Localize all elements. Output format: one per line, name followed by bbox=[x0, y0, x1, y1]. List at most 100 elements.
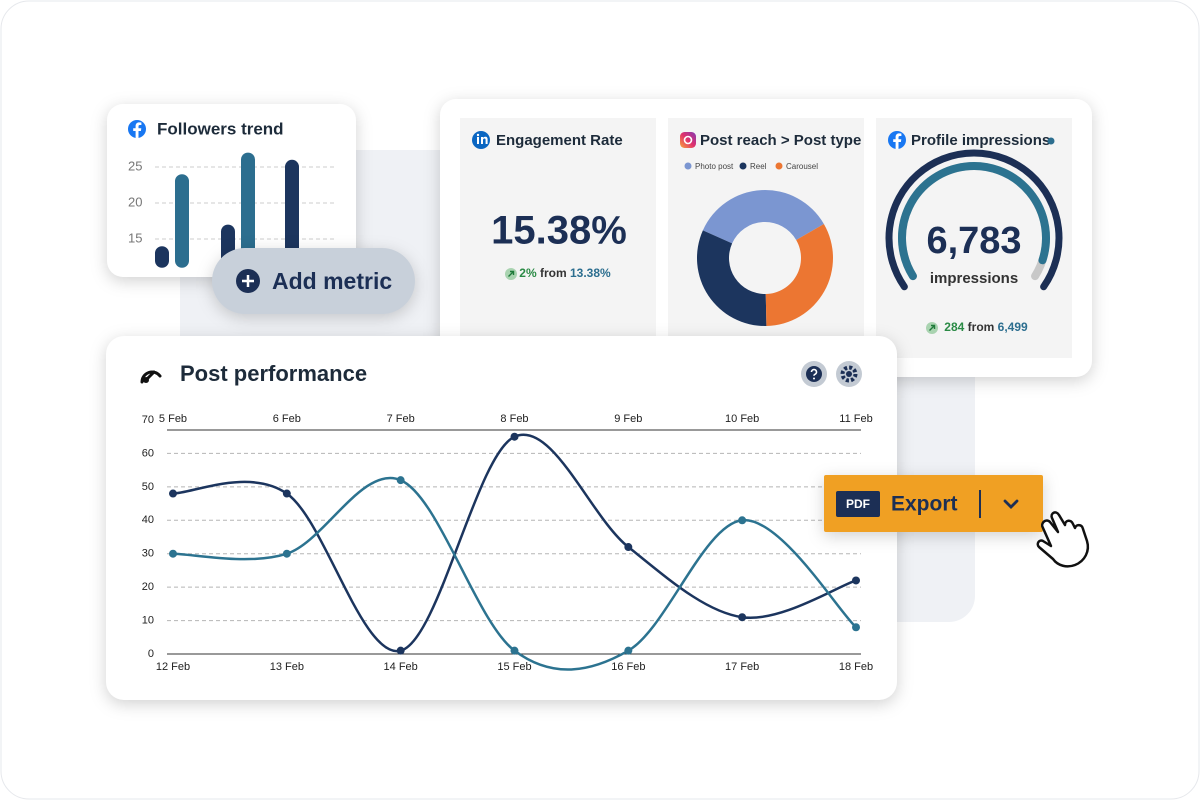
metrics-card: Engagement Rate 15.38% 2% from 13.38% Post … bbox=[440, 99, 1092, 377]
x-tick-label: 15 Feb bbox=[497, 661, 531, 673]
bar bbox=[155, 246, 169, 268]
legend-dot bbox=[775, 162, 783, 170]
x-tick-label: 16 Feb bbox=[611, 661, 645, 673]
x-tick-label-secondary: 6 Feb bbox=[273, 413, 301, 425]
data-point bbox=[169, 549, 177, 558]
card-title: Followers trend bbox=[157, 119, 284, 138]
change-change: 2% bbox=[519, 266, 537, 280]
change-previous: 6,499 bbox=[998, 320, 1028, 334]
change-text: 284 from 6,499 bbox=[944, 320, 1028, 334]
donut-slice bbox=[702, 190, 824, 244]
change-arrow bbox=[508, 270, 515, 277]
y-tick-label: 70 bbox=[142, 414, 154, 426]
followers-card: Followers trend 15 20 25 bbox=[107, 104, 356, 277]
y-tick-label: 30 bbox=[142, 548, 154, 560]
y-tick-label: 60 bbox=[142, 447, 154, 459]
x-tick-label: 18 Feb bbox=[839, 661, 873, 673]
settings-icon bbox=[840, 365, 858, 383]
facebook-glyph bbox=[133, 122, 142, 138]
x-tick-label-secondary: 8 Feb bbox=[500, 413, 528, 425]
metric-value: 6,783 bbox=[926, 220, 1021, 262]
y-tick-label: 40 bbox=[142, 514, 154, 526]
data-point bbox=[852, 576, 860, 585]
data-point bbox=[510, 646, 519, 655]
chevron[interactable] bbox=[1003, 499, 1019, 509]
plus-glyph bbox=[242, 275, 254, 287]
change-previous: 13.38% bbox=[570, 266, 611, 280]
card-title: Engagement Rate bbox=[496, 132, 623, 149]
gauge-outer bbox=[885, 149, 1063, 291]
legend-dot bbox=[684, 162, 692, 170]
data-point bbox=[396, 646, 405, 655]
x-tick-label: 13 Feb bbox=[270, 661, 304, 673]
donut-slice bbox=[765, 224, 833, 326]
change-text: 2% from 13.38% bbox=[519, 266, 611, 280]
y-tick-label: 20 bbox=[142, 581, 154, 593]
section-icon-dot bbox=[143, 377, 149, 383]
data-point bbox=[282, 489, 291, 498]
panel-bg bbox=[460, 118, 656, 358]
help-glyph bbox=[810, 368, 818, 376]
metric-value: 15.38% bbox=[491, 209, 627, 253]
change-from-label: from bbox=[968, 320, 995, 334]
card-title: Post performance bbox=[180, 361, 367, 386]
data-point bbox=[624, 543, 633, 552]
help-glyph-dot bbox=[813, 377, 815, 380]
badge-label: PDF bbox=[846, 497, 870, 511]
button-bg bbox=[824, 475, 1043, 532]
change-from-label: from bbox=[540, 266, 567, 280]
settings-hub bbox=[846, 371, 852, 377]
x-tick-label: 12 Feb bbox=[156, 661, 190, 673]
legend-dot bbox=[739, 162, 747, 170]
card-title: Post reach > Post type bbox=[700, 132, 861, 149]
y-tick-label: 25 bbox=[128, 158, 142, 173]
bar bbox=[175, 174, 189, 268]
data-point bbox=[624, 646, 633, 655]
hand-cursor bbox=[1036, 511, 1090, 568]
card-title: Profile impressions bbox=[911, 132, 1050, 149]
status-dot bbox=[1047, 137, 1055, 145]
button-label: Export bbox=[891, 493, 958, 516]
data-point bbox=[510, 432, 519, 441]
card-bg bbox=[106, 336, 897, 700]
data-point bbox=[396, 476, 405, 485]
legend-label: Photo post bbox=[695, 162, 734, 171]
data-point bbox=[738, 613, 747, 622]
bar bbox=[241, 152, 255, 268]
y-tick-label: 15 bbox=[128, 230, 142, 245]
y-tick-label: 0 bbox=[148, 648, 154, 660]
donut-slice bbox=[697, 230, 767, 326]
legend-label: Reel bbox=[750, 162, 767, 171]
data-point bbox=[852, 623, 860, 632]
bar bbox=[285, 159, 299, 268]
legend-label: Carousel bbox=[786, 162, 818, 171]
facebook-glyph bbox=[893, 133, 902, 149]
x-tick-label-secondary: 10 Feb bbox=[725, 413, 759, 425]
data-point bbox=[169, 489, 177, 498]
change-arrow bbox=[929, 324, 936, 331]
button-bg bbox=[212, 248, 415, 314]
linkedin-glyph bbox=[476, 133, 488, 144]
instagram-icon bbox=[680, 132, 696, 148]
x-tick-label-secondary: 11 Feb bbox=[839, 413, 872, 425]
data-point bbox=[738, 516, 747, 525]
y-tick-label: 10 bbox=[142, 614, 154, 626]
add-metric-button[interactable]: Add metric bbox=[212, 248, 415, 314]
panel-bg bbox=[876, 118, 1072, 358]
x-tick-label: 14 Feb bbox=[384, 661, 418, 673]
export-button[interactable]: PDF Export bbox=[824, 475, 1043, 532]
x-tick-label: 17 Feb bbox=[725, 661, 759, 673]
x-tick-label-secondary: 7 Feb bbox=[387, 413, 415, 425]
pdf-badge bbox=[836, 491, 880, 517]
instagram-glyph bbox=[683, 135, 693, 145]
button-label: Add metric bbox=[272, 268, 392, 294]
y-tick-label: 50 bbox=[142, 481, 154, 493]
change-change: 284 bbox=[944, 320, 964, 334]
series-line bbox=[172, 433, 857, 652]
section-icon bbox=[140, 370, 162, 384]
x-tick-label-secondary: 5 Feb bbox=[159, 413, 187, 425]
y-tick-label: 20 bbox=[128, 194, 142, 209]
x-tick-label-secondary: 9 Feb bbox=[614, 413, 642, 425]
